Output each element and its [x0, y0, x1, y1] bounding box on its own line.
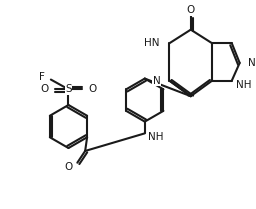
Text: HN: HN	[144, 38, 159, 48]
Text: NH: NH	[148, 132, 163, 142]
Text: O: O	[41, 84, 49, 94]
Text: N: N	[153, 75, 161, 85]
Text: NH: NH	[236, 80, 251, 90]
Text: F: F	[39, 72, 45, 82]
Text: N: N	[249, 58, 256, 68]
Text: O: O	[187, 5, 195, 15]
Text: S: S	[65, 84, 72, 94]
Text: O: O	[64, 162, 72, 172]
Text: O: O	[88, 84, 96, 94]
